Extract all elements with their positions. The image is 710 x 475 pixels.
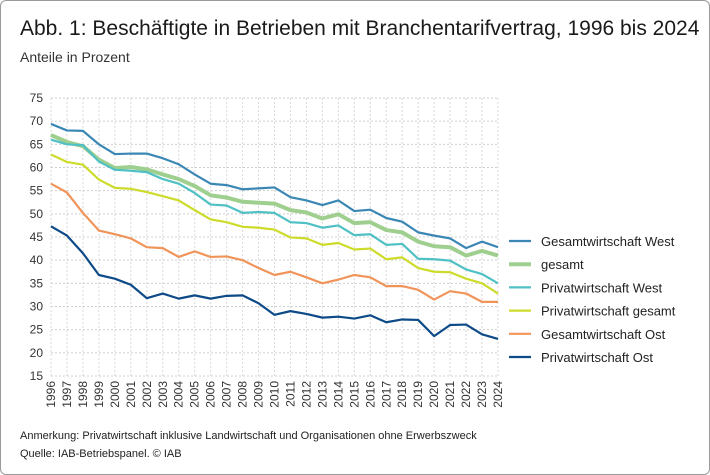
y-tick-label: 50	[30, 207, 44, 221]
legend-label: Privatwirtschaft gesamt	[541, 304, 676, 319]
x-tick-label: 2004	[172, 381, 186, 408]
legend-label: Gesamtwirtschaft Ost	[541, 327, 666, 342]
x-tick-label: 2023	[475, 381, 489, 408]
x-tick-label: 2020	[427, 381, 441, 408]
y-tick-label: 60	[30, 161, 44, 175]
y-tick-label: 65	[30, 137, 44, 151]
x-tick-label: 2010	[268, 381, 282, 408]
chart-title: Abb. 1: Beschäftigte in Betrieben mit Br…	[20, 17, 700, 40]
y-tick-label: 30	[30, 300, 44, 314]
x-tick-label: 2005	[188, 381, 202, 408]
x-tick-label: 2011	[283, 381, 297, 407]
x-tick-label: 2014	[331, 381, 345, 408]
x-tick-label: 2003	[156, 381, 170, 408]
x-tick-label: 1999	[92, 381, 106, 408]
y-tick-label: 15	[30, 369, 44, 383]
series-line-3	[50, 153, 499, 295]
source-note: Quelle: IAB-Betriebspanel. © IAB	[20, 448, 182, 460]
series-line-5	[50, 225, 499, 340]
series-line-4	[50, 182, 498, 303]
x-tick-label: 2009	[252, 381, 266, 408]
y-tick-label: 45	[30, 230, 44, 244]
x-tick-label: 2016	[363, 381, 377, 408]
y-tick-label: 40	[30, 253, 44, 267]
y-tick-label: 70	[30, 114, 44, 128]
annotation-note: Anmerkung: Privatwirtschaft inklusive La…	[20, 430, 477, 442]
y-tick-label: 35	[30, 276, 44, 290]
x-tick-label: 2022	[459, 381, 473, 408]
y-tick-label: 75	[30, 91, 44, 105]
x-tick-label: 2001	[124, 381, 138, 408]
x-tick-label: 2012	[299, 381, 313, 408]
series-line-1	[50, 133, 499, 258]
x-tick-label: 2018	[395, 381, 409, 408]
y-tick-label: 20	[30, 346, 44, 360]
legend-label: Privatwirtschaft Ost	[541, 350, 653, 365]
x-tick-label: 2015	[347, 381, 361, 408]
series-line-0	[50, 122, 499, 250]
x-tick-label: 2024	[491, 381, 505, 408]
x-tick-label: 1996	[44, 381, 58, 408]
chart-subtitle: Anteile in Prozent	[20, 49, 130, 65]
x-tick-label: 2002	[140, 381, 154, 408]
x-tick-label: 2007	[220, 381, 234, 408]
x-tick-label: 2006	[204, 381, 218, 408]
series-line-2	[50, 138, 499, 285]
x-tick-label: 2017	[379, 381, 393, 408]
x-tick-label: 1998	[76, 381, 90, 408]
x-tick-label: 2013	[315, 381, 329, 408]
legend-label: Gesamtwirtschaft West	[541, 234, 675, 249]
y-tick-label: 25	[30, 323, 44, 337]
legend-label: gesamt	[541, 257, 584, 272]
x-tick-label: 1997	[60, 381, 74, 408]
x-tick-label: 2019	[411, 381, 425, 408]
legend-label: Privatwirtschaft West	[541, 280, 663, 295]
y-tick-label: 55	[30, 184, 44, 198]
x-tick-label: 2021	[443, 381, 457, 408]
x-tick-label: 2000	[108, 381, 122, 408]
x-tick-label: 2008	[236, 381, 250, 408]
